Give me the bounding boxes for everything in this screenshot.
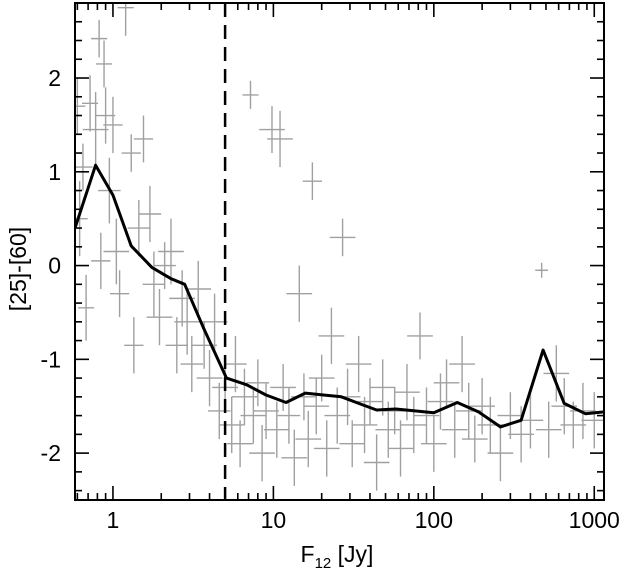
- data-point: [277, 387, 301, 444]
- data-point: [420, 415, 447, 472]
- data-point: [174, 289, 200, 355]
- x-tick-label: 1000: [569, 507, 620, 533]
- y-tick-label: -2: [41, 440, 61, 466]
- data-point: [441, 401, 468, 458]
- data-point: [91, 232, 111, 290]
- data-point: [259, 106, 285, 154]
- data-point: [142, 251, 166, 318]
- data-point: [369, 359, 396, 416]
- data-point: [413, 387, 440, 444]
- data-point: [407, 312, 433, 360]
- x-axis-label-subscript: 12: [315, 555, 332, 572]
- data-point: [302, 162, 323, 200]
- data-point: [95, 87, 116, 144]
- data-point: [227, 420, 253, 468]
- data-point: [535, 262, 549, 278]
- plot-frame: [74, 2, 605, 501]
- data-point: [146, 289, 173, 346]
- data-point: [295, 410, 322, 468]
- data-point: [133, 115, 154, 163]
- data-point: [224, 335, 247, 393]
- data-point: [75, 78, 86, 135]
- x-tick-label: 1: [107, 507, 120, 533]
- data-point: [109, 270, 130, 318]
- data-point: [117, 3, 134, 36]
- y-axis-label: [25]-[60]: [5, 227, 31, 311]
- data-point: [103, 96, 123, 154]
- data-point: [363, 434, 390, 491]
- data-point: [91, 19, 108, 58]
- data-point: [339, 420, 366, 468]
- data-point: [469, 378, 495, 435]
- data-point: [249, 424, 275, 482]
- data-point: [433, 359, 460, 407]
- data-point: [124, 317, 144, 374]
- data-point: [96, 40, 113, 88]
- data-point: [82, 92, 109, 168]
- data-point: [357, 378, 383, 425]
- x-axis-label-unit: [Jy]: [331, 541, 373, 567]
- data-point: [286, 265, 313, 322]
- data-point: [242, 80, 259, 109]
- data-point: [313, 420, 340, 477]
- data-point: [246, 359, 270, 407]
- data-point: [153, 242, 176, 290]
- data-point: [318, 307, 345, 365]
- data-point: [127, 199, 151, 257]
- data-point: [329, 218, 356, 257]
- data-point: [281, 429, 308, 486]
- data-point: [270, 364, 296, 411]
- data-point: [158, 218, 184, 285]
- data-point: [180, 335, 204, 393]
- labels-layer: F12 [Jy] [25]-[60]: [5, 227, 373, 572]
- data-point: [240, 387, 267, 444]
- x-axis-label: F12 [Jy]: [301, 541, 374, 572]
- data-point: [581, 392, 604, 449]
- y-tick-label: -1: [41, 346, 61, 372]
- median-line-layer: [75, 163, 604, 429]
- y-tick-label: 1: [48, 159, 61, 185]
- median-line: [75, 163, 604, 429]
- data-point: [543, 345, 570, 402]
- x-tick-label: 10: [261, 507, 287, 533]
- data-point: [387, 420, 414, 477]
- data-point: [267, 110, 293, 168]
- data-points-layer: [75, 3, 604, 491]
- data-point: [78, 274, 95, 341]
- data-point: [345, 335, 372, 393]
- data-point: [497, 392, 524, 440]
- data-point: [201, 293, 228, 350]
- data-point: [461, 415, 488, 463]
- data-point: [121, 134, 141, 172]
- data-point: [449, 335, 475, 393]
- data-point: [535, 401, 562, 458]
- data-point: [185, 260, 212, 318]
- x-axis-label-main: F: [301, 541, 315, 567]
- data-point: [103, 218, 130, 285]
- data-point: [75, 143, 93, 191]
- data-point: [263, 401, 290, 458]
- data-point: [427, 373, 454, 430]
- x-tick-label: 100: [415, 507, 453, 533]
- data-point: [138, 185, 162, 243]
- data-point: [165, 317, 189, 374]
- y-tick-label: 2: [48, 65, 61, 91]
- data-point: [400, 396, 427, 454]
- data-point: [208, 382, 231, 440]
- data-point: [196, 349, 223, 407]
- y-tick-label: 0: [48, 253, 61, 279]
- data-point: [487, 424, 514, 482]
- data-point: [303, 378, 330, 435]
